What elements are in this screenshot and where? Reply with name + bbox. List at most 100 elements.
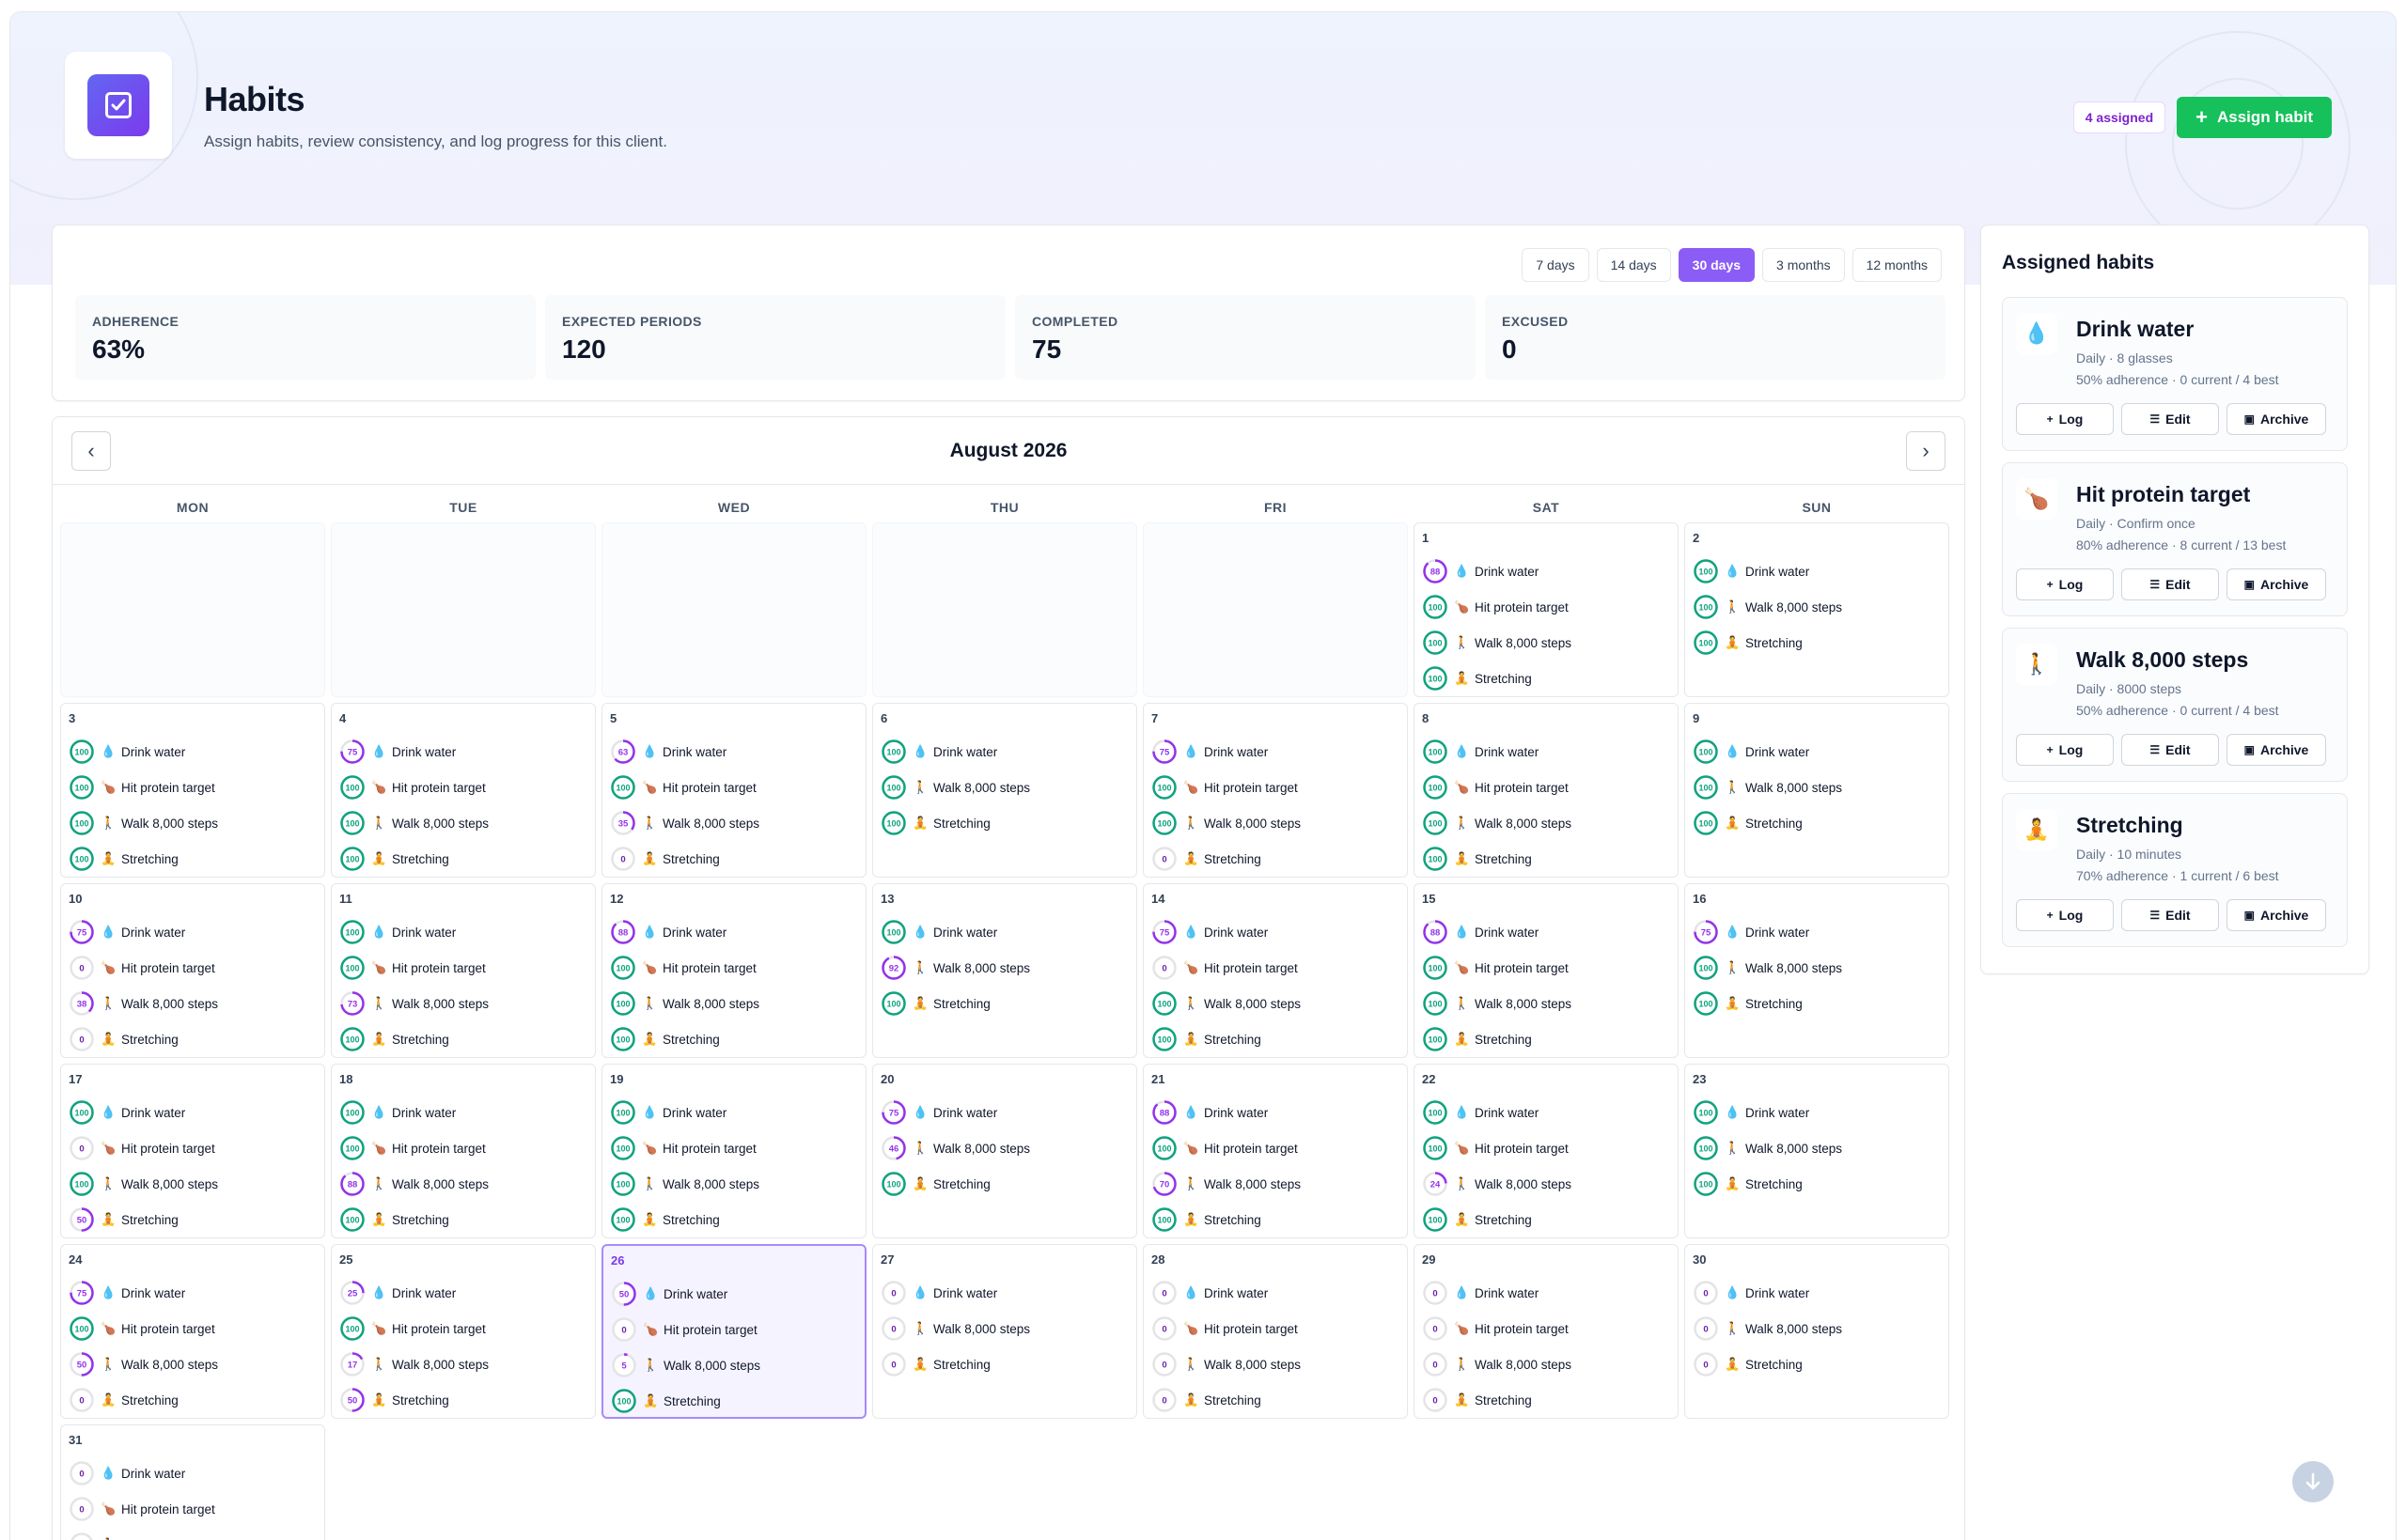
habit-entry[interactable]: 100 🧘 Stretching bbox=[1693, 805, 1943, 841]
habit-entry[interactable]: 100 🍗 Hit protein target bbox=[339, 950, 589, 986]
habit-entry[interactable]: 17 🚶 Walk 8,000 steps bbox=[339, 1346, 589, 1382]
habit-entry[interactable]: 100 🍗 Hit protein target bbox=[69, 770, 319, 805]
habit-entry[interactable]: 100 🧘 Stretching bbox=[1693, 625, 1943, 661]
day-cell[interactable]: 22 100 💧 Drink water 100 🍗 Hit protein target 2… bbox=[1414, 1064, 1679, 1238]
habit-entry[interactable]: 0 🚶 Walk 8,000 steps bbox=[1151, 1346, 1401, 1382]
habit-entry[interactable]: 100 🍗 Hit protein target bbox=[339, 1311, 589, 1346]
habit-entry[interactable]: 0 🧘 Stretching bbox=[1422, 1382, 1672, 1418]
day-cell[interactable]: 10 75 💧 Drink water 0 🍗 Hit protein target 38 🚶 W… bbox=[60, 883, 325, 1058]
habit-entry[interactable]: 100 💧 Drink water bbox=[339, 914, 589, 950]
habit-entry[interactable]: 100 🚶 Walk 8,000 steps bbox=[1693, 770, 1943, 805]
habit-entry[interactable]: 0 🧘 Stretching bbox=[1151, 1382, 1401, 1418]
day-cell[interactable]: 18 100 💧 Drink water 100 🍗 Hit protein target 8… bbox=[331, 1064, 596, 1238]
habit-entry[interactable]: 100 🚶 Walk 8,000 steps bbox=[1422, 625, 1672, 661]
habit-entry[interactable]: 100 🍗 Hit protein target bbox=[1151, 770, 1401, 805]
day-cell[interactable]: 26 50 💧 Drink water 0 🍗 Hit protein target 5 🚶 Wa… bbox=[602, 1244, 867, 1419]
range-option[interactable]: 12 months bbox=[1851, 248, 1942, 282]
habit-entry[interactable]: 100 💧 Drink water bbox=[610, 1095, 860, 1130]
range-option[interactable]: 3 months bbox=[1762, 248, 1845, 282]
day-cell[interactable]: 13 100 💧 Drink water 92 🚶 Walk 8,000 steps 100 🧘… bbox=[872, 883, 1137, 1058]
habit-entry[interactable]: 0 🚶 Walk 8,000 steps bbox=[881, 1311, 1131, 1346]
edit-button[interactable]: ☰ Edit bbox=[2121, 568, 2219, 600]
habit-entry[interactable]: 0 💧 Drink water bbox=[1693, 1275, 1943, 1311]
habit-entry[interactable]: 50 🧘 Stretching bbox=[339, 1382, 589, 1418]
log-button[interactable]: + Log bbox=[2016, 403, 2114, 435]
habit-entry[interactable]: 63 💧 Drink water bbox=[610, 734, 860, 770]
habit-entry[interactable]: 75 💧 Drink water bbox=[1151, 734, 1401, 770]
habit-entry[interactable]: 75 💧 Drink water bbox=[339, 734, 589, 770]
habit-entry[interactable]: 100 🍗 Hit protein target bbox=[69, 1311, 319, 1346]
habit-entry[interactable]: 100 🧘 Stretching bbox=[610, 1202, 860, 1237]
habit-entry[interactable]: 100 🚶 Walk 8,000 steps bbox=[1422, 805, 1672, 841]
habit-entry[interactable]: 100 🍗 Hit protein target bbox=[610, 770, 860, 805]
day-cell[interactable]: 12 88 💧 Drink water 100 🍗 Hit protein target 10… bbox=[602, 883, 867, 1058]
day-cell[interactable]: 28 0 💧 Drink water 0 🍗 Hit protein target 0 🚶 Wal… bbox=[1143, 1244, 1408, 1419]
next-month-button[interactable]: › bbox=[1906, 431, 1945, 471]
archive-button[interactable]: ▣ Archive bbox=[2226, 899, 2326, 931]
assign-habit-button[interactable]: + Assign habit bbox=[2177, 97, 2332, 138]
day-cell[interactable]: 14 75 💧 Drink water 0 🍗 Hit protein target 100 🚶… bbox=[1143, 883, 1408, 1058]
day-cell[interactable]: 29 0 💧 Drink water 0 🍗 Hit protein target 0 🚶 Wal… bbox=[1414, 1244, 1679, 1419]
habit-entry[interactable]: 50 💧 Drink water bbox=[611, 1276, 859, 1312]
habit-entry[interactable]: 100 🚶 Walk 8,000 steps bbox=[1422, 986, 1672, 1021]
habit-entry[interactable]: 0 🍗 Hit protein target bbox=[1151, 950, 1401, 986]
day-cell[interactable]: 17 100 💧 Drink water 0 🍗 Hit protein target 100… bbox=[60, 1064, 325, 1238]
habit-entry[interactable]: 0 🍗 Hit protein target bbox=[69, 1491, 319, 1527]
day-cell[interactable]: 5 63 💧 Drink water 100 🍗 Hit protein target 35 🚶… bbox=[602, 703, 867, 878]
day-cell[interactable]: 8 100 💧 Drink water 100 🍗 Hit protein target 10… bbox=[1414, 703, 1679, 878]
habit-entry[interactable]: 0 🧘 Stretching bbox=[881, 1346, 1131, 1382]
habit-entry[interactable]: 100 🧘 Stretching bbox=[1422, 1021, 1672, 1057]
day-cell[interactable]: 24 75 💧 Drink water 100 🍗 Hit protein target 50… bbox=[60, 1244, 325, 1419]
range-option[interactable]: 30 days bbox=[1678, 248, 1756, 282]
habit-entry[interactable]: 0 🍗 Hit protein target bbox=[69, 950, 319, 986]
habit-entry[interactable]: 88 💧 Drink water bbox=[1422, 914, 1672, 950]
habit-entry[interactable]: 75 💧 Drink water bbox=[1151, 914, 1401, 950]
habit-entry[interactable]: 73 🚶 Walk 8,000 steps bbox=[339, 986, 589, 1021]
habit-entry[interactable]: 0 🍗 Hit protein target bbox=[1422, 1311, 1672, 1346]
habit-entry[interactable]: 100 🍗 Hit protein target bbox=[610, 950, 860, 986]
day-cell[interactable]: 20 75 💧 Drink water 46 🚶 Walk 8,000 steps 100 🧘 S… bbox=[872, 1064, 1137, 1238]
day-cell[interactable]: 31 0 💧 Drink water 0 🍗 Hit protein target 0 🚶 Wal… bbox=[60, 1424, 325, 1540]
archive-button[interactable]: ▣ Archive bbox=[2226, 403, 2326, 435]
habit-entry[interactable]: 0 💧 Drink water bbox=[1151, 1275, 1401, 1311]
habit-entry[interactable]: 24 🚶 Walk 8,000 steps bbox=[1422, 1166, 1672, 1202]
day-cell[interactable]: 19 100 💧 Drink water 100 🍗 Hit protein target 1… bbox=[602, 1064, 867, 1238]
habit-entry[interactable]: 38 🚶 Walk 8,000 steps bbox=[69, 986, 319, 1021]
habit-entry[interactable]: 0 🧘 Stretching bbox=[69, 1382, 319, 1418]
day-cell[interactable]: 6 100 💧 Drink water 100 🚶 Walk 8,000 steps 100 🧘… bbox=[872, 703, 1137, 878]
habit-entry[interactable]: 100 🚶 Walk 8,000 steps bbox=[1151, 986, 1401, 1021]
habit-entry[interactable]: 100 🚶 Walk 8,000 steps bbox=[69, 1166, 319, 1202]
habit-entry[interactable]: 100 💧 Drink water bbox=[881, 734, 1131, 770]
day-cell[interactable]: 3 100 💧 Drink water 100 🍗 Hit protein target 10… bbox=[60, 703, 325, 878]
habit-entry[interactable]: 88 💧 Drink water bbox=[610, 914, 860, 950]
habit-entry[interactable]: 0 🧘 Stretching bbox=[1693, 1346, 1943, 1382]
habit-entry[interactable]: 70 🚶 Walk 8,000 steps bbox=[1151, 1166, 1401, 1202]
habit-entry[interactable]: 100 💧 Drink water bbox=[1693, 734, 1943, 770]
edit-button[interactable]: ☰ Edit bbox=[2121, 899, 2219, 931]
habit-entry[interactable]: 100 🧘 Stretching bbox=[339, 841, 589, 877]
habit-entry[interactable]: 0 🧘 Stretching bbox=[1151, 841, 1401, 877]
habit-entry[interactable]: 100 💧 Drink water bbox=[1693, 553, 1943, 589]
log-button[interactable]: + Log bbox=[2016, 568, 2114, 600]
habit-entry[interactable]: 0 🍗 Hit protein target bbox=[611, 1312, 859, 1347]
scroll-down-button[interactable] bbox=[2292, 1461, 2334, 1502]
prev-month-button[interactable]: ‹ bbox=[71, 431, 111, 471]
habit-entry[interactable]: 100 🧘 Stretching bbox=[881, 1166, 1131, 1202]
day-cell[interactable]: 15 88 💧 Drink water 100 🍗 Hit protein target 10… bbox=[1414, 883, 1679, 1058]
day-cell[interactable]: 4 75 💧 Drink water 100 🍗 Hit protein target 100… bbox=[331, 703, 596, 878]
day-cell[interactable]: 25 25 💧 Drink water 100 🍗 Hit protein target 17… bbox=[331, 1244, 596, 1419]
habit-entry[interactable]: 100 🧘 Stretching bbox=[1422, 661, 1672, 696]
habit-entry[interactable]: 100 🍗 Hit protein target bbox=[1422, 950, 1672, 986]
habit-entry[interactable]: 50 🧘 Stretching bbox=[69, 1202, 319, 1237]
day-cell[interactable]: 21 88 💧 Drink water 100 🍗 Hit protein target 70… bbox=[1143, 1064, 1408, 1238]
habit-entry[interactable]: 100 🚶 Walk 8,000 steps bbox=[610, 1166, 860, 1202]
habit-entry[interactable]: 0 🧘 Stretching bbox=[610, 841, 860, 877]
habit-entry[interactable]: 100 💧 Drink water bbox=[1693, 1095, 1943, 1130]
habit-entry[interactable]: 92 🚶 Walk 8,000 steps bbox=[881, 950, 1131, 986]
habit-entry[interactable]: 0 💧 Drink water bbox=[881, 1275, 1131, 1311]
habit-entry[interactable]: 100 💧 Drink water bbox=[69, 734, 319, 770]
habit-entry[interactable]: 100 💧 Drink water bbox=[1422, 734, 1672, 770]
habit-entry[interactable]: 100 🧘 Stretching bbox=[1693, 1166, 1943, 1202]
habit-entry[interactable]: 75 💧 Drink water bbox=[881, 1095, 1131, 1130]
habit-entry[interactable]: 0 💧 Drink water bbox=[69, 1455, 319, 1491]
